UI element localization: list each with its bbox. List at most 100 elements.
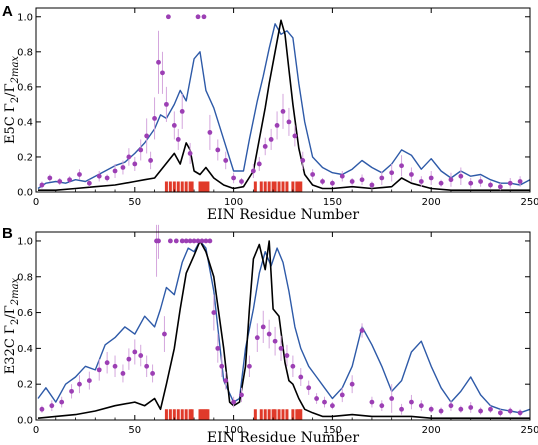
y-axis-title-part: 2 xyxy=(10,319,21,325)
data-point xyxy=(369,182,375,188)
data-point xyxy=(215,345,221,351)
residue-bar xyxy=(263,409,267,420)
data-point xyxy=(284,353,290,358)
residue-bar xyxy=(281,409,285,420)
data-point xyxy=(274,123,280,128)
data-point xyxy=(428,175,434,181)
residue-bar xyxy=(297,409,301,420)
data-point xyxy=(173,238,179,244)
data-point xyxy=(298,374,304,380)
y-axis-title-part: E32C Γ xyxy=(3,325,18,374)
residue-bar xyxy=(200,409,204,420)
x-tick-label: 0 xyxy=(33,425,39,436)
data-point xyxy=(144,363,150,369)
data-point xyxy=(478,408,483,414)
residue-bar xyxy=(172,409,176,420)
data-point xyxy=(199,238,205,244)
x-tick-label: 250 xyxy=(520,197,538,208)
y-tick-label: 0.2 xyxy=(17,152,33,163)
residue-bar xyxy=(277,409,281,420)
data-point xyxy=(96,367,102,373)
data-point xyxy=(286,119,292,125)
y-axis-title-part: 2 xyxy=(10,97,21,103)
residue-bar xyxy=(206,409,210,420)
residue-bar xyxy=(299,181,303,192)
data-point xyxy=(132,161,138,167)
data-point xyxy=(254,335,260,341)
data-point xyxy=(138,147,144,153)
data-point xyxy=(272,338,278,344)
y-tick-label: 0.8 xyxy=(17,47,33,58)
data-point xyxy=(104,360,110,366)
x-tick-label: 150 xyxy=(323,197,342,208)
residue-bar xyxy=(291,181,295,192)
residue-bar xyxy=(164,409,168,420)
x-tick-label: 0 xyxy=(33,197,39,208)
data-point xyxy=(86,378,92,384)
series-line-0 xyxy=(37,23,531,190)
y-tick-label: 0.0 xyxy=(17,188,33,199)
data-point xyxy=(126,154,132,160)
data-point xyxy=(231,175,237,181)
data-point xyxy=(507,408,513,414)
y-axis-title-part: 2max xyxy=(10,277,21,306)
y-tick-label: 0.0 xyxy=(17,416,33,427)
data-point xyxy=(330,403,335,409)
data-point xyxy=(69,388,74,394)
data-point xyxy=(171,123,177,128)
residue-bar xyxy=(202,181,206,192)
residue-bar xyxy=(295,181,299,192)
residue-bar xyxy=(285,181,289,192)
data-point xyxy=(247,363,252,369)
y-axis-title: E5C Γ2/Γ2max xyxy=(3,56,21,144)
data-point xyxy=(195,14,201,20)
panel-a: 0 50 100 150 200 250 0.0 0.2 0.4 0.6 0.8 1.0 EIN Res… xyxy=(2,3,538,223)
data-point xyxy=(497,410,503,416)
y-tick-label: 0.8 xyxy=(17,272,33,283)
residue-bar xyxy=(297,181,301,192)
data-point xyxy=(77,381,82,387)
panel-b: 0 50 100 150 200 250 0.0 0.2 0.4 0.6 0.8 1.0 EIN Res… xyxy=(2,224,538,445)
y-axis-title-part: 2max xyxy=(10,56,21,85)
data-point xyxy=(223,378,229,384)
residue-bar xyxy=(259,409,263,420)
data-point xyxy=(219,363,225,369)
data-point xyxy=(268,137,274,142)
residue-bar xyxy=(176,181,180,192)
data-point xyxy=(67,177,72,183)
residue-bar xyxy=(285,409,289,420)
plot-frame xyxy=(35,7,531,193)
data-point xyxy=(438,180,444,186)
data-point xyxy=(409,399,414,405)
x-axis-title: EIN Residue Number xyxy=(207,207,359,223)
residue-bar xyxy=(198,181,202,192)
data-point xyxy=(112,363,118,369)
data-point xyxy=(86,180,92,186)
x-tick-label: 100 xyxy=(224,425,243,436)
residue-bar xyxy=(273,409,277,420)
residue-bar xyxy=(295,409,299,420)
y-tick-label: 0.2 xyxy=(17,380,33,391)
residue-bar xyxy=(259,181,263,192)
data-point xyxy=(120,165,126,170)
data-point xyxy=(389,170,395,176)
y-axis-title: E32C Γ2/Γ2max xyxy=(3,277,21,374)
data-point xyxy=(47,175,53,181)
series-line-0 xyxy=(37,240,531,414)
data-point xyxy=(260,324,266,330)
data-point xyxy=(438,408,444,414)
residue-bar xyxy=(188,181,192,192)
data-point xyxy=(320,179,325,184)
data-point xyxy=(280,108,286,114)
data-point xyxy=(179,238,185,244)
data-point xyxy=(507,180,513,186)
data-point xyxy=(239,179,244,184)
data-point xyxy=(256,161,262,167)
data-point xyxy=(458,406,464,412)
data-point xyxy=(215,147,221,153)
data-point xyxy=(418,179,424,184)
y-tick-label: 0.4 xyxy=(17,344,33,355)
data-point xyxy=(207,238,213,244)
data-point xyxy=(239,392,244,398)
data-point xyxy=(203,238,209,244)
